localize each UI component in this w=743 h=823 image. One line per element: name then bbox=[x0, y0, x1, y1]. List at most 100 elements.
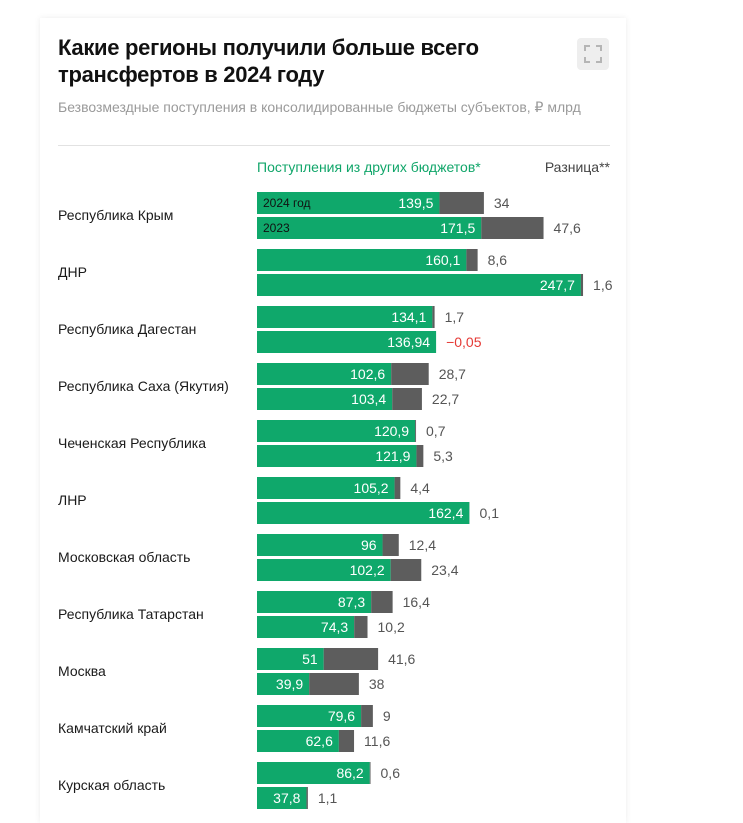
inflow-bar bbox=[257, 730, 339, 752]
expand-button[interactable] bbox=[577, 38, 609, 70]
difference-value-label: 0,6 bbox=[381, 765, 401, 781]
bar-chart: Республика Крым 139,5 34 2024 год 171,5 47,6 2… bbox=[58, 192, 613, 809]
difference-value-label: 0,7 bbox=[426, 423, 446, 439]
bar-value-label: 86,2 bbox=[336, 765, 363, 781]
inflow-bar bbox=[257, 388, 393, 410]
difference-bar bbox=[392, 388, 422, 410]
bar-value-label: 62,6 bbox=[306, 733, 333, 749]
bar-value-label: 102,2 bbox=[350, 562, 385, 578]
fullscreen-icon bbox=[584, 45, 602, 63]
inflow-bar bbox=[257, 249, 467, 271]
inflow-bar bbox=[257, 445, 417, 467]
region-label: Чеченская Республика bbox=[58, 435, 206, 451]
bar-value-label: 160,1 bbox=[425, 252, 460, 268]
bar-value-label: 102,6 bbox=[350, 366, 385, 382]
bar-value-label: 51 bbox=[302, 651, 318, 667]
inflow-bar bbox=[257, 559, 391, 581]
region-label: Москва bbox=[58, 663, 106, 679]
difference-value-label: 41,6 bbox=[388, 651, 415, 667]
bar-value-label: 96 bbox=[361, 537, 377, 553]
inflow-bar bbox=[257, 217, 482, 239]
difference-bar bbox=[323, 648, 379, 670]
inflow-bar bbox=[257, 502, 470, 524]
difference-bar bbox=[338, 730, 355, 752]
inflow-bar bbox=[257, 274, 581, 296]
difference-bar bbox=[369, 762, 371, 784]
year-tag: 2024 год bbox=[263, 196, 311, 210]
bar-value-label: 121,9 bbox=[375, 448, 410, 464]
region-label: Камчатский край bbox=[58, 720, 167, 736]
difference-bar bbox=[309, 673, 359, 695]
difference-value-label: −0,05 bbox=[446, 334, 482, 350]
difference-bar bbox=[371, 591, 393, 613]
difference-value-label: 22,7 bbox=[432, 391, 459, 407]
bar-value-label: 171,5 bbox=[440, 220, 475, 236]
legend-inflow: Поступления из других бюджетов* bbox=[257, 159, 481, 175]
difference-value-label: 1,7 bbox=[445, 309, 465, 325]
difference-bar bbox=[580, 274, 584, 296]
difference-value-label: 16,4 bbox=[403, 594, 430, 610]
region-label: Республика Саха (Якутия) bbox=[58, 378, 229, 394]
difference-bar bbox=[415, 420, 417, 442]
chart-subtitle: Безвозмездные поступления в консолидиров… bbox=[58, 99, 581, 115]
bar-value-label: 162,4 bbox=[428, 505, 463, 521]
inflow-bar bbox=[257, 673, 310, 695]
difference-value-label: 11,6 bbox=[364, 733, 390, 749]
inflow-bar bbox=[257, 306, 433, 328]
difference-value-label: 47,6 bbox=[554, 220, 581, 236]
region-label: ДНР bbox=[58, 264, 87, 280]
inflow-bar bbox=[257, 762, 370, 784]
difference-value-label: 8,6 bbox=[488, 252, 508, 268]
chart-title: Какие регионы получили больше всего тран… bbox=[58, 35, 479, 87]
bar-value-label: 87,3 bbox=[338, 594, 365, 610]
difference-bar bbox=[439, 192, 484, 214]
difference-value-label: 28,7 bbox=[439, 366, 466, 382]
difference-bar bbox=[416, 445, 424, 467]
year-tag: 2023 bbox=[263, 221, 290, 235]
divider bbox=[58, 145, 610, 146]
region-label: Республика Крым bbox=[58, 207, 173, 223]
region-label: Московская область bbox=[58, 549, 190, 565]
difference-value-label: 4,4 bbox=[410, 480, 430, 496]
difference-bar bbox=[390, 559, 422, 581]
bar-value-label: 139,5 bbox=[398, 195, 433, 211]
inflow-bar bbox=[257, 591, 372, 613]
difference-value-label: 5,3 bbox=[433, 448, 453, 464]
bar-value-label: 105,2 bbox=[354, 480, 389, 496]
difference-value-label: 23,4 bbox=[431, 562, 458, 578]
inflow-bar bbox=[257, 616, 355, 638]
bar-value-label: 247,7 bbox=[540, 277, 575, 293]
inflow-bar bbox=[257, 331, 437, 353]
difference-value-label: 10,2 bbox=[378, 619, 405, 635]
region-label: Курская область bbox=[58, 777, 165, 793]
difference-value-label: 34 bbox=[494, 195, 510, 211]
inflow-bar bbox=[257, 420, 416, 442]
legend-difference: Разница** bbox=[544, 159, 610, 175]
inflow-bar bbox=[257, 648, 324, 670]
chart-card: Какие регионы получили больше всего тран… bbox=[40, 18, 626, 823]
bar-value-label: 103,4 bbox=[351, 391, 386, 407]
inflow-bar bbox=[257, 534, 383, 556]
inflow-bar bbox=[257, 477, 395, 499]
inflow-bar bbox=[257, 192, 440, 214]
difference-bar bbox=[391, 363, 429, 385]
difference-bar bbox=[394, 477, 401, 499]
difference-value-label: 12,4 bbox=[409, 537, 436, 553]
difference-value-label: 1,1 bbox=[318, 790, 338, 806]
difference-bar bbox=[361, 705, 373, 727]
region-label: Республика Татарстан bbox=[58, 606, 204, 622]
difference-bar bbox=[481, 217, 544, 239]
difference-bar bbox=[466, 249, 478, 271]
bar-value-label: 39,9 bbox=[276, 676, 303, 692]
inflow-bar bbox=[257, 787, 307, 809]
difference-value-label: 1,6 bbox=[593, 277, 613, 293]
inflow-bar bbox=[257, 363, 392, 385]
difference-value-label: 0,1 bbox=[480, 505, 500, 521]
difference-bar bbox=[432, 306, 435, 328]
bar-value-label: 79,6 bbox=[328, 708, 355, 724]
difference-bar bbox=[382, 534, 399, 556]
bar-value-label: 120,9 bbox=[374, 423, 409, 439]
inflow-bar bbox=[257, 705, 362, 727]
bar-value-label: 74,3 bbox=[321, 619, 348, 635]
bar-value-label: 134,1 bbox=[391, 309, 426, 325]
